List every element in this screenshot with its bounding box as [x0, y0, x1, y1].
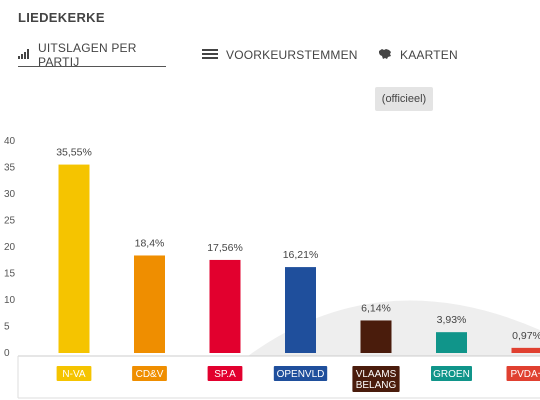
- category-label: PVDA+: [510, 369, 540, 380]
- y-tick-label: 20: [4, 242, 16, 253]
- bar-chart-icon: [18, 48, 30, 62]
- category-labels: N-VA CD&V SP.A OPENVLD VLAAMS BELANG GROEN PVDA…: [56, 366, 540, 392]
- value-label: 16,21%: [283, 249, 319, 261]
- value-label: 6,14%: [361, 302, 391, 314]
- bar[interactable]: [134, 255, 165, 353]
- category-label-box: [506, 366, 540, 381]
- bar[interactable]: [511, 347, 540, 353]
- bar[interactable]: [58, 164, 90, 353]
- bar[interactable]: [209, 259, 241, 353]
- y-tick-label: 15: [4, 269, 16, 280]
- bars: [58, 164, 540, 353]
- tab-kaarten[interactable]: KAARTEN: [378, 44, 458, 66]
- page-title: LIEDEKERKE: [18, 10, 105, 25]
- category-label-box: [132, 366, 167, 381]
- list-icon: [202, 48, 218, 62]
- y-tick-label: 5: [4, 322, 10, 333]
- value-labels: 35,55% 18,4% 17,56% 16,21% 6,14% 3,93% 0,97%: [56, 147, 540, 342]
- tab-voorkeurstemmen[interactable]: VOORKEURSTEMMEN: [202, 44, 358, 66]
- y-tick-label: 40: [4, 136, 16, 147]
- y-tick-label: 30: [4, 189, 16, 200]
- category-label: SP.A: [214, 369, 236, 380]
- tab-uitslagen-per-partij[interactable]: UITSLAGEN PER PARTIJ: [18, 41, 166, 69]
- y-tick-label: 10: [4, 295, 16, 306]
- value-label: 3,93%: [437, 314, 467, 326]
- category-label: OPENVLD: [277, 369, 325, 380]
- category-label: VLAAMS BELANG: [356, 369, 397, 391]
- tab-bar: UITSLAGEN PER PARTIJ VOORKEURSTEMMEN KAA…: [18, 41, 538, 69]
- category-label-box: [273, 366, 328, 381]
- category-label-box: [431, 366, 472, 381]
- tab-label: UITSLAGEN PER PARTIJ: [38, 41, 137, 69]
- value-label: 0,97%: [512, 330, 540, 342]
- value-label: 35,55%: [56, 147, 92, 159]
- bar[interactable]: [436, 332, 467, 353]
- map-icon: [378, 48, 392, 63]
- category-label-box: [352, 366, 400, 392]
- category-label: CD&V: [136, 369, 164, 380]
- status-badge: (officieel): [375, 87, 433, 111]
- y-tick-label: 35: [4, 163, 16, 174]
- value-label: 17,56%: [207, 242, 243, 254]
- category-label-box: [56, 366, 92, 381]
- category-label-box: [207, 366, 243, 381]
- bar[interactable]: [360, 320, 392, 353]
- y-tick-label: 0: [4, 348, 10, 359]
- category-label: N-VA: [62, 369, 85, 380]
- y-tick-label: 25: [4, 216, 16, 227]
- tab-label: VOORKEURSTEMMEN: [226, 48, 358, 62]
- tab-label: KAARTEN: [400, 48, 458, 62]
- bar[interactable]: [285, 267, 316, 353]
- y-axis: 0 5 10 15 20 25 30 35 40: [4, 136, 16, 359]
- category-label: GROEN: [433, 369, 470, 380]
- value-label: 18,4%: [135, 237, 165, 249]
